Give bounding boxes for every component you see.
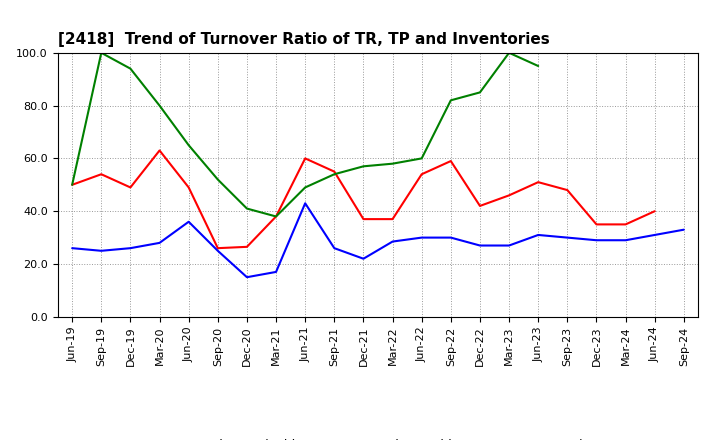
Trade Receivables (650, 209, 659, 214)
Trade Payables (534, 232, 543, 238)
Trade Receivables (592, 222, 600, 227)
Trade Payables (271, 269, 280, 275)
Trade Receivables (271, 214, 280, 219)
Trade Receivables (563, 187, 572, 193)
Inventories (534, 63, 543, 69)
Trade Payables (446, 235, 455, 240)
Trade Receivables (330, 169, 338, 174)
Text: [2418]  Trend of Turnover Ratio of TR, TP and Inventories: [2418] Trend of Turnover Ratio of TR, TP… (58, 33, 549, 48)
Trade Receivables (213, 246, 222, 251)
Trade Receivables (68, 182, 76, 187)
Trade Receivables (301, 156, 310, 161)
Trade Payables (156, 240, 164, 246)
Trade Payables (359, 256, 368, 261)
Trade Receivables (534, 180, 543, 185)
Trade Receivables (476, 203, 485, 209)
Trade Receivables (97, 172, 106, 177)
Trade Receivables (243, 244, 251, 249)
Trade Receivables (184, 185, 193, 190)
Trade Payables (592, 238, 600, 243)
Trade Payables (184, 219, 193, 224)
Trade Receivables (505, 193, 513, 198)
Inventories (418, 156, 426, 161)
Trade Receivables (446, 158, 455, 164)
Trade Payables (680, 227, 688, 232)
Legend: Trade Receivables, Trade Payables, Inventories: Trade Receivables, Trade Payables, Inven… (153, 434, 603, 440)
Inventories (446, 98, 455, 103)
Inventories (271, 214, 280, 219)
Line: Trade Receivables: Trade Receivables (72, 150, 654, 248)
Inventories (156, 103, 164, 108)
Trade Payables (301, 201, 310, 206)
Inventories (330, 172, 338, 177)
Trade Receivables (621, 222, 630, 227)
Line: Trade Payables: Trade Payables (72, 203, 684, 277)
Trade Payables (388, 239, 397, 244)
Inventories (126, 66, 135, 71)
Trade Receivables (418, 172, 426, 177)
Trade Payables (330, 246, 338, 251)
Trade Payables (213, 248, 222, 253)
Inventories (388, 161, 397, 166)
Line: Inventories: Inventories (72, 53, 538, 216)
Trade Payables (650, 232, 659, 238)
Trade Payables (68, 246, 76, 251)
Inventories (97, 50, 106, 55)
Trade Payables (97, 248, 106, 253)
Inventories (68, 182, 76, 187)
Inventories (243, 206, 251, 211)
Trade Payables (505, 243, 513, 248)
Inventories (184, 143, 193, 148)
Inventories (213, 177, 222, 182)
Trade Payables (621, 238, 630, 243)
Trade Receivables (156, 148, 164, 153)
Trade Receivables (359, 216, 368, 222)
Inventories (505, 50, 513, 55)
Trade Payables (476, 243, 485, 248)
Trade Receivables (388, 216, 397, 222)
Trade Payables (418, 235, 426, 240)
Trade Payables (243, 275, 251, 280)
Trade Payables (563, 235, 572, 240)
Inventories (476, 90, 485, 95)
Inventories (359, 164, 368, 169)
Trade Payables (126, 246, 135, 251)
Trade Receivables (126, 185, 135, 190)
Inventories (301, 185, 310, 190)
